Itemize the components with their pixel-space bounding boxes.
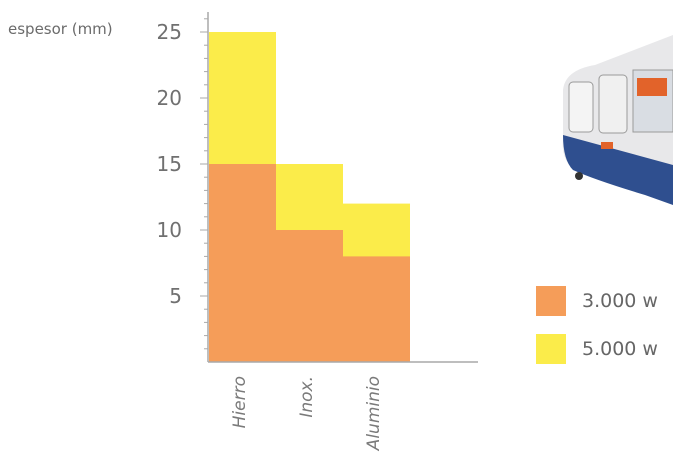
y-tick-label: 10 [157, 218, 182, 242]
y-axis-label: espesor (mm) [8, 20, 113, 38]
x-category-label: Aluminio [364, 376, 384, 451]
bar-hierro-3000w [209, 164, 276, 362]
legend: 3.000 w 5.000 w [536, 286, 658, 382]
legend-swatch-5000w [536, 334, 566, 364]
legend-item-3000w: 3.000 w [536, 286, 658, 316]
legend-item-5000w: 5.000 w [536, 334, 658, 364]
y-tick-label: 20 [157, 86, 182, 110]
x-category-label: Hierro [230, 376, 250, 428]
y-tick-label: 5 [169, 284, 182, 308]
laser-machine-image [562, 35, 673, 205]
bar-aluminio-3000w [343, 256, 410, 362]
y-tick-label: 25 [157, 20, 182, 44]
legend-swatch-3000w [536, 286, 566, 316]
x-category-label: Inox. [297, 376, 317, 418]
y-tick-label: 15 [157, 152, 182, 176]
legend-label-3000w: 3.000 w [582, 290, 658, 312]
legend-label-5000w: 5.000 w [582, 338, 658, 360]
bar-inox-3000w [276, 230, 343, 362]
